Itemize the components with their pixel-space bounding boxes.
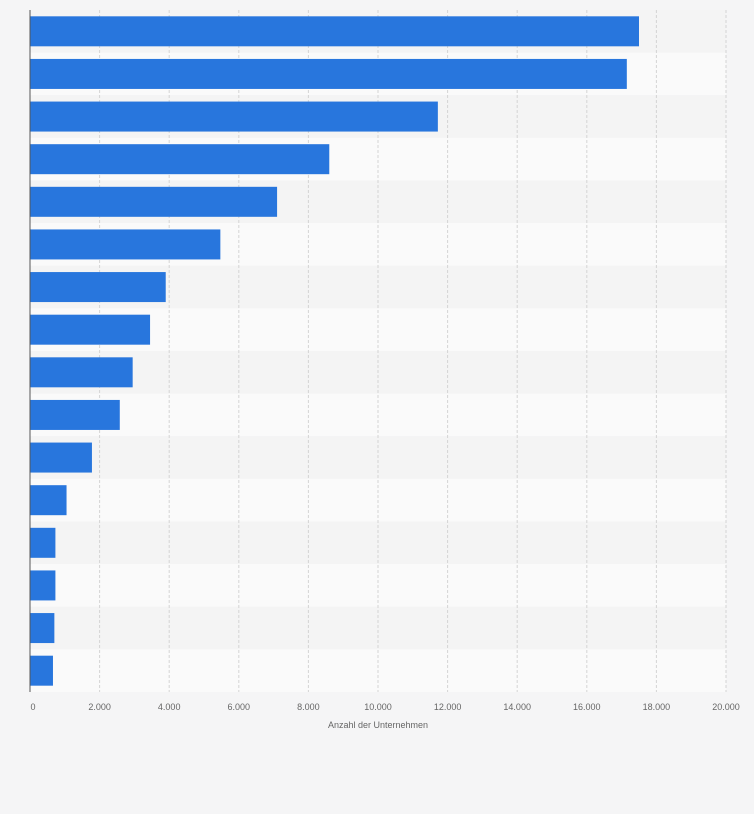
bar[interactable] bbox=[30, 442, 92, 473]
bar[interactable] bbox=[30, 16, 639, 47]
x-tick-label: 20.000 bbox=[712, 702, 740, 712]
bar[interactable] bbox=[30, 485, 67, 516]
bar[interactable] bbox=[30, 272, 166, 303]
x-tick-label: 10.000 bbox=[364, 702, 392, 712]
x-tick-label: 8.000 bbox=[297, 702, 320, 712]
bar[interactable] bbox=[30, 655, 53, 686]
bar[interactable] bbox=[30, 229, 221, 260]
x-axis-label: Anzahl der Unternehmen bbox=[328, 720, 428, 730]
bar[interactable] bbox=[30, 186, 278, 217]
bar[interactable] bbox=[30, 613, 55, 644]
x-tick-label: 4.000 bbox=[158, 702, 181, 712]
bar[interactable] bbox=[30, 527, 56, 558]
x-tick-labels: 0 2.000 4.000 6.000 8.000 10.000 12.000 14.000 1… bbox=[30, 702, 739, 712]
x-tick-label: 16.000 bbox=[573, 702, 601, 712]
bar[interactable] bbox=[30, 58, 627, 89]
x-tick-label: 12.000 bbox=[434, 702, 462, 712]
x-tick-label: 18.000 bbox=[643, 702, 671, 712]
x-tick-label: 6.000 bbox=[228, 702, 251, 712]
bar[interactable] bbox=[30, 144, 330, 175]
x-tick-label: 2.000 bbox=[88, 702, 111, 712]
x-tick-label: 0 bbox=[30, 702, 35, 712]
bar[interactable] bbox=[30, 314, 151, 345]
bar[interactable] bbox=[30, 357, 133, 388]
bars bbox=[30, 16, 639, 686]
bar[interactable] bbox=[30, 570, 56, 601]
x-tick-label: 14.000 bbox=[503, 702, 531, 712]
bar[interactable] bbox=[30, 399, 120, 430]
bar[interactable] bbox=[30, 101, 438, 132]
gridlines bbox=[99, 10, 727, 692]
